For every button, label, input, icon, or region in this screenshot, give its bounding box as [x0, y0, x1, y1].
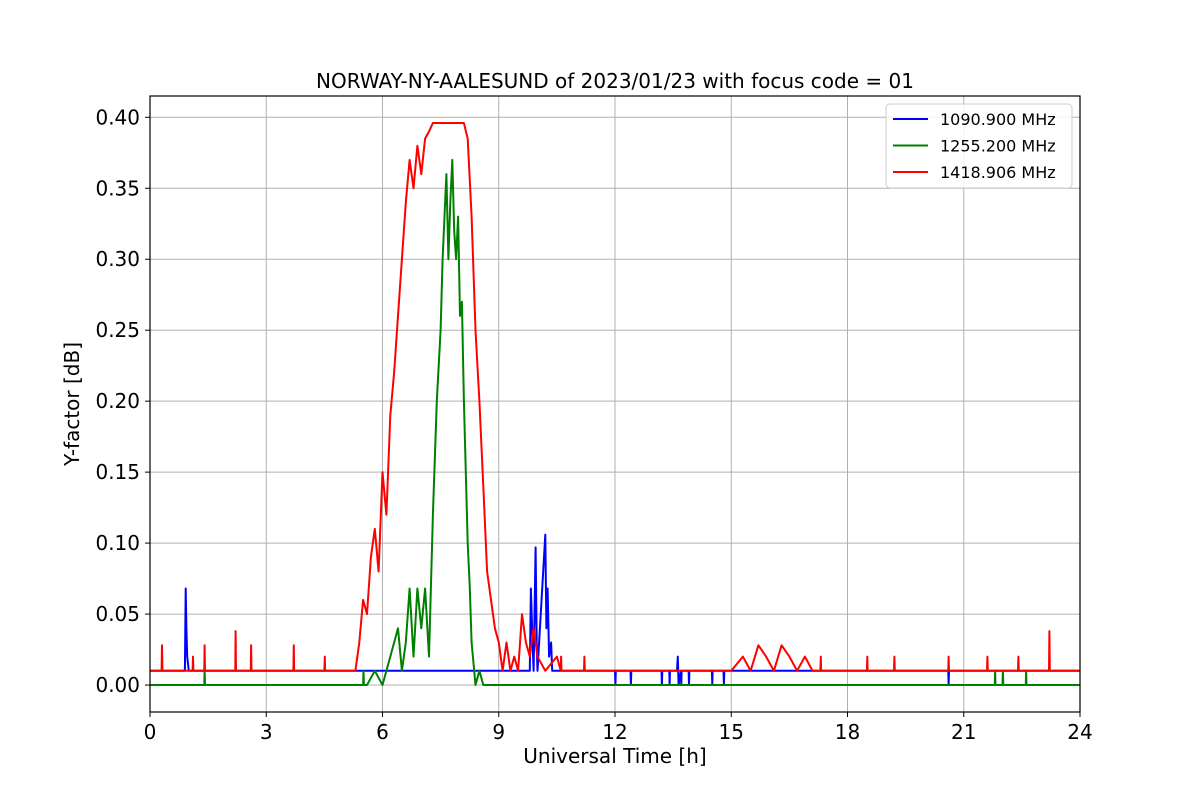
- series-layer: [150, 122, 1080, 686]
- legend-label-1: 1090.900 MHz: [940, 110, 1056, 129]
- x-tick-label: 3: [260, 720, 273, 744]
- legend-label-2: 1255.200 MHz: [940, 137, 1056, 156]
- y-tick-label: 0.20: [95, 389, 140, 413]
- legend-entries: 1090.900 MHz 1255.200 MHz 1418.906 MHz: [893, 110, 1056, 182]
- x-tick-label: 15: [719, 720, 744, 744]
- x-tick-label: 21: [951, 720, 976, 744]
- ticks: 0 3 6 9 12 15 18 21 24 0.00 0.05 0.10 0.15 0.20 0.25 0.…: [95, 105, 1092, 744]
- series-line-3: [150, 122, 1080, 672]
- y-tick-label: 0.10: [95, 531, 140, 555]
- chart-title: NORWAY-NY-AALESUND of 2023/01/23 with fo…: [316, 69, 914, 93]
- legend-box: [885, 103, 1073, 189]
- y-tick-label: 0.00: [95, 673, 140, 697]
- x-tick-label: 18: [835, 720, 860, 744]
- legend: 1090.900 MHz 1255.200 MHz 1418.906 MHz: [885, 103, 1073, 189]
- x-tick-label: 12: [602, 720, 627, 744]
- legend-label-3: 1418.906 MHz: [940, 163, 1056, 182]
- series-line-1: [150, 533, 1080, 686]
- x-axis-label: Universal Time [h]: [523, 744, 706, 768]
- y-tick-label: 0.30: [95, 247, 140, 271]
- y-tick-label: 0.15: [95, 460, 140, 484]
- series-line-2: [150, 158, 1080, 686]
- y-tick-label: 0.05: [95, 602, 140, 626]
- x-tick-label: 0: [144, 720, 157, 744]
- x-tick-label: 24: [1067, 720, 1092, 744]
- y-tick-label: 0.40: [95, 105, 140, 129]
- x-tick-label: 6: [376, 720, 389, 744]
- x-tick-label: 9: [492, 720, 505, 744]
- y-tick-label: 0.35: [95, 176, 140, 200]
- y-axis-label: Y-factor [dB]: [60, 342, 84, 467]
- y-tick-label: 0.25: [95, 318, 140, 342]
